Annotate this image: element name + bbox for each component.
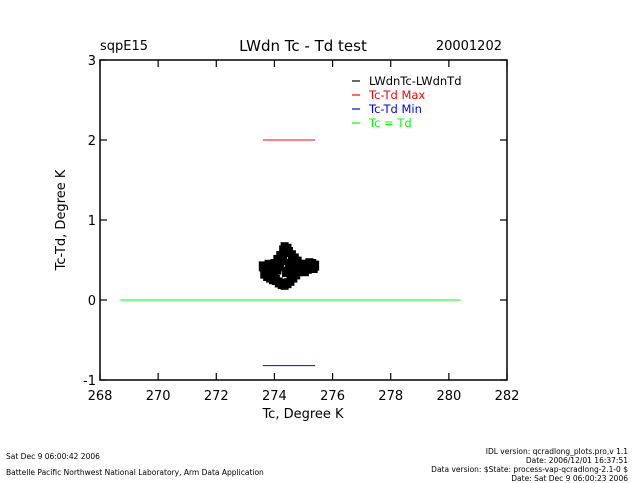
x-tick-label: 278 bbox=[378, 389, 403, 404]
y-tick-label: 3 bbox=[88, 54, 96, 69]
y-axis-label: Tc-Td, Degree K bbox=[54, 169, 69, 271]
legend-label: LWdnTc-LWdnTd bbox=[369, 74, 462, 88]
site-label: sqpE15 bbox=[100, 39, 148, 54]
chart-date: 20001202 bbox=[436, 39, 502, 54]
x-tick-label: 276 bbox=[320, 389, 345, 404]
y-tick-label: 2 bbox=[88, 134, 96, 149]
footer-org: Battelle Pacific Northwest National Labo… bbox=[6, 468, 264, 477]
x-tick-label: 274 bbox=[262, 389, 287, 404]
footer-idl-date: Date: 2006/12/01 16:37:51 bbox=[525, 456, 628, 465]
data-point bbox=[273, 264, 282, 275]
data-point bbox=[309, 263, 318, 273]
y-tick-label: 0 bbox=[88, 294, 96, 309]
data-point bbox=[279, 255, 288, 265]
x-tick-label: 272 bbox=[204, 389, 229, 404]
x-tick-label: 270 bbox=[146, 389, 171, 404]
footer-idl-version: IDL version: qcradlong_plots.pro,v 1.1 bbox=[485, 447, 628, 456]
footer-data-version: Data version: $State: process-vap-qcradl… bbox=[431, 465, 628, 474]
footer-timestamp: Sat Dec 9 06:00:42 2006 bbox=[6, 452, 100, 461]
footer-left: Sat Dec 9 06:00:42 2006 Battelle Pacific… bbox=[6, 452, 264, 477]
footer-right: IDL version: qcradlong_plots.pro,v 1.1 D… bbox=[431, 447, 628, 483]
x-tick-label: 268 bbox=[88, 389, 113, 404]
x-axis: 268 270 272 274 276 278 280 282 bbox=[88, 60, 520, 404]
x-tick-label: 282 bbox=[495, 389, 520, 404]
y-tick-label: -1 bbox=[83, 374, 96, 389]
chart-title: LWdn Tc - Td test bbox=[239, 37, 367, 55]
series-layer bbox=[120, 139, 461, 367]
y-tick-label: 1 bbox=[88, 214, 96, 229]
legend-label: Tc-Td Min bbox=[368, 102, 422, 116]
x-tick-label: 280 bbox=[436, 389, 461, 404]
data-point bbox=[264, 259, 273, 270]
legend-label: Tc-Td Max bbox=[368, 88, 425, 102]
legend-label: Tc = Td bbox=[368, 116, 412, 130]
plot-frame bbox=[99, 59, 508, 381]
data-point bbox=[270, 271, 279, 281]
x-axis-label: Tc, Degree K bbox=[261, 407, 344, 422]
y-axis: -1 0 1 2 3 bbox=[83, 54, 507, 389]
data-point bbox=[290, 259, 299, 270]
data-point bbox=[284, 259, 293, 269]
data-point bbox=[282, 267, 291, 277]
footer-data-date: Date: Sat Dec 9 06:00:23 2006 bbox=[511, 474, 628, 483]
